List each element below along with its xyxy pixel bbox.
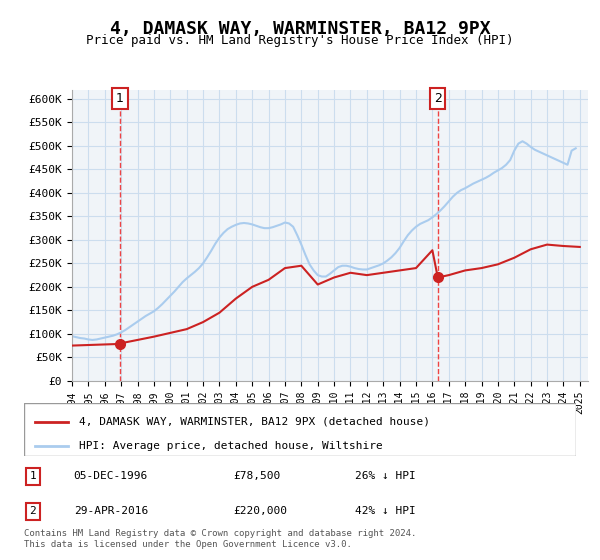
- Text: 1: 1: [29, 472, 36, 481]
- Text: Price paid vs. HM Land Registry's House Price Index (HPI): Price paid vs. HM Land Registry's House …: [86, 34, 514, 46]
- Text: 29-APR-2016: 29-APR-2016: [74, 506, 148, 516]
- Text: £220,000: £220,000: [234, 506, 288, 516]
- Text: £78,500: £78,500: [234, 472, 281, 481]
- Text: 2: 2: [434, 92, 442, 105]
- Text: 2: 2: [29, 506, 36, 516]
- FancyBboxPatch shape: [24, 403, 576, 456]
- Text: 4, DAMASK WAY, WARMINSTER, BA12 9PX: 4, DAMASK WAY, WARMINSTER, BA12 9PX: [110, 20, 490, 38]
- Text: 26% ↓ HPI: 26% ↓ HPI: [355, 472, 416, 481]
- Text: 4, DAMASK WAY, WARMINSTER, BA12 9PX (detached house): 4, DAMASK WAY, WARMINSTER, BA12 9PX (det…: [79, 417, 430, 427]
- Text: 1: 1: [116, 92, 124, 105]
- Text: 42% ↓ HPI: 42% ↓ HPI: [355, 506, 416, 516]
- Text: Contains HM Land Registry data © Crown copyright and database right 2024.
This d: Contains HM Land Registry data © Crown c…: [24, 529, 416, 549]
- Text: 05-DEC-1996: 05-DEC-1996: [74, 472, 148, 481]
- Text: HPI: Average price, detached house, Wiltshire: HPI: Average price, detached house, Wilt…: [79, 441, 383, 451]
